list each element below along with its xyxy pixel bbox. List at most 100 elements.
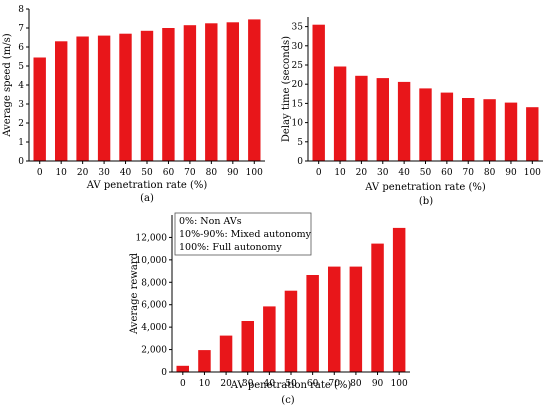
bar-50 bbox=[419, 88, 432, 161]
x-tick-label: 20 bbox=[356, 168, 368, 178]
x-tick-label: 40 bbox=[398, 168, 410, 178]
x-tick-label: 50 bbox=[420, 168, 432, 178]
bar-10 bbox=[198, 350, 211, 372]
x-tick-label: 80 bbox=[206, 168, 218, 178]
y-tick-label: 0 bbox=[18, 157, 24, 167]
x-tick-label: 50 bbox=[285, 379, 297, 389]
bar-30 bbox=[241, 321, 254, 372]
bar-80 bbox=[483, 99, 496, 161]
y-tick-label: 8,000 bbox=[141, 278, 167, 288]
y-tick-label: 30 bbox=[292, 42, 304, 52]
y-axis-label: Delay time (seconds) bbox=[281, 36, 292, 142]
y-tick-label: 0 bbox=[297, 157, 303, 167]
chart-average-reward: 0 2,000 4,000 6,000 8,000 10,000 12,000 0 10 20 30… bbox=[129, 212, 410, 406]
bar-80 bbox=[349, 266, 363, 372]
x-tick-label: 20 bbox=[220, 379, 232, 389]
bar-20 bbox=[355, 75, 368, 161]
y-tick-label: 0 bbox=[161, 368, 167, 378]
legend-entry: 100%: Full autonomy bbox=[179, 242, 282, 253]
x-tick-label: 100 bbox=[391, 379, 408, 389]
y-tick-label: 6 bbox=[18, 43, 24, 53]
bar-70 bbox=[183, 25, 197, 162]
x-tick-label: 70 bbox=[184, 168, 196, 178]
y-tick-label: 2,000 bbox=[141, 346, 167, 356]
y-tick-label: 3 bbox=[18, 100, 24, 110]
bar-10 bbox=[333, 66, 347, 161]
bar-50 bbox=[284, 290, 298, 372]
bar-0 bbox=[33, 57, 46, 161]
y-tick-label: 5 bbox=[297, 138, 303, 148]
x-tick-label: 30 bbox=[377, 168, 389, 178]
x-tick-label: 60 bbox=[307, 379, 319, 389]
bar-20 bbox=[76, 36, 89, 161]
bar-10 bbox=[55, 41, 68, 161]
legend-box bbox=[174, 212, 312, 256]
bar-90 bbox=[226, 22, 239, 161]
y-tick-label: 25 bbox=[292, 61, 304, 71]
x-tick-label: 0 bbox=[316, 168, 322, 178]
y-tick-label: 12,000 bbox=[136, 233, 168, 243]
y-axis-label: Average reward bbox=[129, 252, 140, 335]
bar-20 bbox=[219, 335, 233, 372]
x-tick-label: 80 bbox=[484, 168, 496, 178]
x-tick-label: 10 bbox=[55, 168, 67, 178]
x-tick-label: 60 bbox=[441, 168, 453, 178]
bar-100 bbox=[392, 227, 406, 372]
x-tick-label: 80 bbox=[350, 379, 362, 389]
panel-label: (b) bbox=[419, 196, 433, 207]
y-tick-label: 8 bbox=[18, 5, 24, 15]
bar-90 bbox=[504, 102, 518, 161]
x-axis-label: AV penetration rate (%) bbox=[230, 380, 352, 391]
bar-100 bbox=[526, 107, 539, 161]
y-tick-label: 2 bbox=[18, 119, 24, 129]
bar-70 bbox=[462, 98, 475, 161]
y-tick-label: 35 bbox=[292, 23, 304, 33]
x-tick-label: 10 bbox=[199, 379, 211, 389]
y-tick-label: 7 bbox=[18, 24, 24, 34]
chart-delay-time: 0 5 10 15 20 25 30 35 0 10 20 30 40 50 60 70 80 90 100 AV p… bbox=[281, 17, 543, 207]
y-tick-label: 5 bbox=[18, 62, 24, 72]
y-axis-label: Average speed (m/s) bbox=[2, 33, 13, 137]
bar-90 bbox=[371, 243, 384, 372]
y-tick-label: 10 bbox=[292, 119, 304, 129]
x-tick-label: 0 bbox=[37, 168, 43, 178]
x-tick-label: 90 bbox=[227, 168, 239, 178]
y-tick-label: 20 bbox=[292, 80, 304, 90]
x-tick-label: 60 bbox=[163, 168, 175, 178]
x-tick-label: 100 bbox=[246, 168, 263, 178]
y-tick-label: 10,000 bbox=[136, 256, 168, 266]
x-tick-label: 40 bbox=[264, 379, 276, 389]
bar-30 bbox=[97, 35, 111, 161]
y-tick-label: 4 bbox=[18, 81, 24, 91]
x-tick-label: 40 bbox=[120, 168, 132, 178]
bar-40 bbox=[263, 306, 276, 372]
x-tick-label: 10 bbox=[334, 168, 346, 178]
bar-60 bbox=[306, 275, 319, 372]
x-tick-label: 70 bbox=[463, 168, 475, 178]
bar-60 bbox=[162, 28, 175, 161]
bar-40 bbox=[119, 33, 132, 162]
bar-40 bbox=[397, 81, 411, 161]
x-axis-label: AV penetration rate (%) bbox=[86, 180, 208, 191]
bar-30 bbox=[376, 78, 389, 161]
x-axis-label: AV penetration rate (%) bbox=[364, 182, 486, 193]
x-tick-label: 90 bbox=[372, 379, 384, 389]
x-tick-label: 30 bbox=[242, 379, 254, 389]
y-tick-label: 6,000 bbox=[141, 301, 167, 311]
bar-60 bbox=[440, 92, 454, 161]
bar-70 bbox=[328, 266, 341, 372]
x-tick-label: 90 bbox=[505, 168, 517, 178]
x-tick-label: 50 bbox=[141, 168, 153, 178]
legend-entry: 10%-90%: Mixed autonomy bbox=[179, 229, 312, 240]
panel-label: (a) bbox=[140, 193, 154, 204]
bar-80 bbox=[205, 23, 218, 162]
x-tick-label: 100 bbox=[524, 168, 541, 178]
x-tick-label: 20 bbox=[77, 168, 89, 178]
y-tick-label: 4,000 bbox=[141, 323, 167, 333]
legend-entry: 0%: Non AVs bbox=[179, 216, 242, 227]
bar-100 bbox=[248, 19, 261, 162]
panel-label: (c) bbox=[281, 395, 295, 406]
x-tick-label: 30 bbox=[98, 168, 110, 178]
